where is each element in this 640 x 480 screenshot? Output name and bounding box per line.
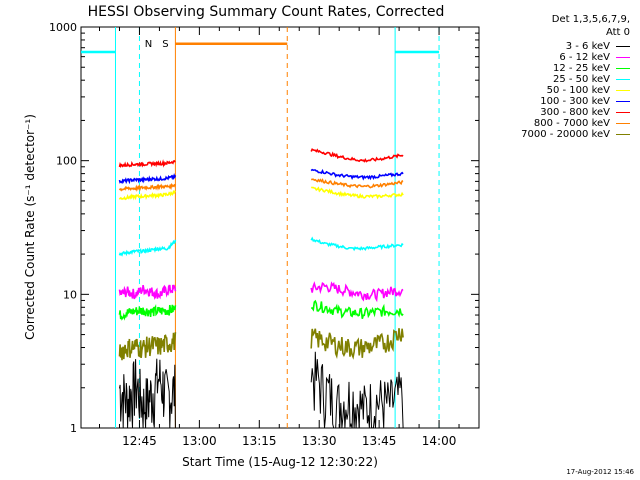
x-tick-label: 13:15 — [242, 434, 277, 448]
x-tick-label: 13:00 — [182, 434, 217, 448]
saa-marker-label: S — [162, 39, 168, 50]
series-line — [310, 186, 404, 200]
legend-item-label: 6 - 12 keV — [559, 52, 610, 63]
series-line — [310, 351, 404, 429]
plot-frame — [80, 26, 480, 429]
y-axis-label: Corrected Count Rate (s⁻¹ detector⁻¹) — [23, 114, 37, 340]
legend-item: 300 - 800 keV — [521, 107, 630, 118]
legend-swatch — [616, 79, 630, 80]
series-line — [310, 236, 404, 252]
series-6-12-kev — [118, 281, 404, 303]
legend-item-label: 25 - 50 keV — [552, 74, 610, 85]
series-line — [118, 189, 176, 201]
y-tick-label: 1 — [70, 422, 77, 435]
legend-item: 12 - 25 keV — [521, 63, 630, 74]
y-tick-label: 1000 — [49, 21, 77, 34]
legend-swatch — [616, 90, 630, 91]
legend-item-label: 300 - 800 keV — [540, 107, 610, 118]
series-line — [310, 328, 404, 360]
footer-timestamp: 17-Aug-2012 15:46 — [566, 468, 634, 476]
series-line — [310, 178, 404, 189]
legend-swatch — [616, 68, 630, 69]
legend-header-line-2: Att 0 — [605, 27, 630, 38]
legend-item-label: 50 - 100 keV — [546, 85, 610, 96]
series-12-25-kev — [118, 299, 404, 321]
legend-header-line-1: Det 1,3,5,6,7,9, — [551, 14, 630, 25]
legend-item-label: 100 - 300 keV — [540, 96, 610, 107]
series-line — [118, 304, 177, 321]
series-line — [310, 281, 404, 303]
series-3-6-kev — [119, 351, 404, 429]
legend-item: 3 - 6 keV — [521, 41, 630, 52]
legend-item: 25 - 50 keV — [521, 74, 630, 85]
series-line — [311, 299, 404, 320]
series-line — [118, 183, 177, 192]
legend-rows: 3 - 6 keV 6 - 12 keV 12 - 25 keV 25 - 50 ke… — [521, 41, 630, 140]
series-7000-20000-kev — [118, 328, 404, 361]
legend-item: 7000 - 20000 keV — [521, 129, 630, 140]
legend-swatch — [616, 123, 630, 124]
legend-swatch — [616, 112, 630, 113]
legend: Det 1,3,5,6,7,9, Att 0 3 - 6 keV 6 - 12 k… — [521, 14, 630, 140]
night-marker-label: N — [145, 39, 152, 50]
x-tick-label: 13:30 — [302, 434, 337, 448]
x-tick-label: 14:00 — [422, 434, 457, 448]
series-line — [310, 148, 404, 163]
legend-swatch — [616, 134, 630, 135]
axes-layer: 1 10 100 1000 12:45 13:00 13:15 13:30 13:45 14:00 — [49, 21, 480, 448]
legend-swatch — [616, 101, 630, 102]
legend-item: 800 - 7000 keV — [521, 118, 630, 129]
legend-item: 6 - 12 keV — [521, 52, 630, 63]
series-25-50-kev — [118, 236, 404, 257]
y-tick-label: 10 — [63, 288, 77, 301]
series-300-800-kev — [118, 148, 404, 169]
series-50-100-kev — [118, 186, 404, 201]
series-line — [118, 159, 176, 169]
x-tick-label: 13:45 — [362, 434, 397, 448]
legend-item: 100 - 300 keV — [521, 96, 630, 107]
series-line — [118, 332, 177, 361]
legend-item: 50 - 100 keV — [521, 85, 630, 96]
legend-swatch — [616, 46, 630, 47]
legend-item-label: 3 - 6 keV — [565, 41, 610, 52]
x-axis-label: Start Time (15-Aug-12 12:30:22) — [182, 455, 378, 469]
series-100-300-kev — [118, 168, 404, 185]
series-line — [119, 358, 176, 429]
series-800-7000-kev — [118, 178, 404, 192]
series-line — [118, 284, 177, 300]
legend-item-label: 12 - 25 keV — [552, 63, 610, 74]
series-line — [118, 173, 177, 185]
x-tick-label: 12:45 — [122, 434, 157, 448]
y-tick-label: 100 — [56, 155, 77, 168]
legend-item-label: 7000 - 20000 keV — [521, 129, 610, 140]
legend-item-label: 800 - 7000 keV — [533, 118, 610, 129]
series-line — [118, 239, 177, 257]
chart-title: HESSI Observing Summary Count Rates, Cor… — [88, 4, 445, 20]
legend-swatch — [616, 57, 630, 58]
series-line — [310, 168, 404, 181]
